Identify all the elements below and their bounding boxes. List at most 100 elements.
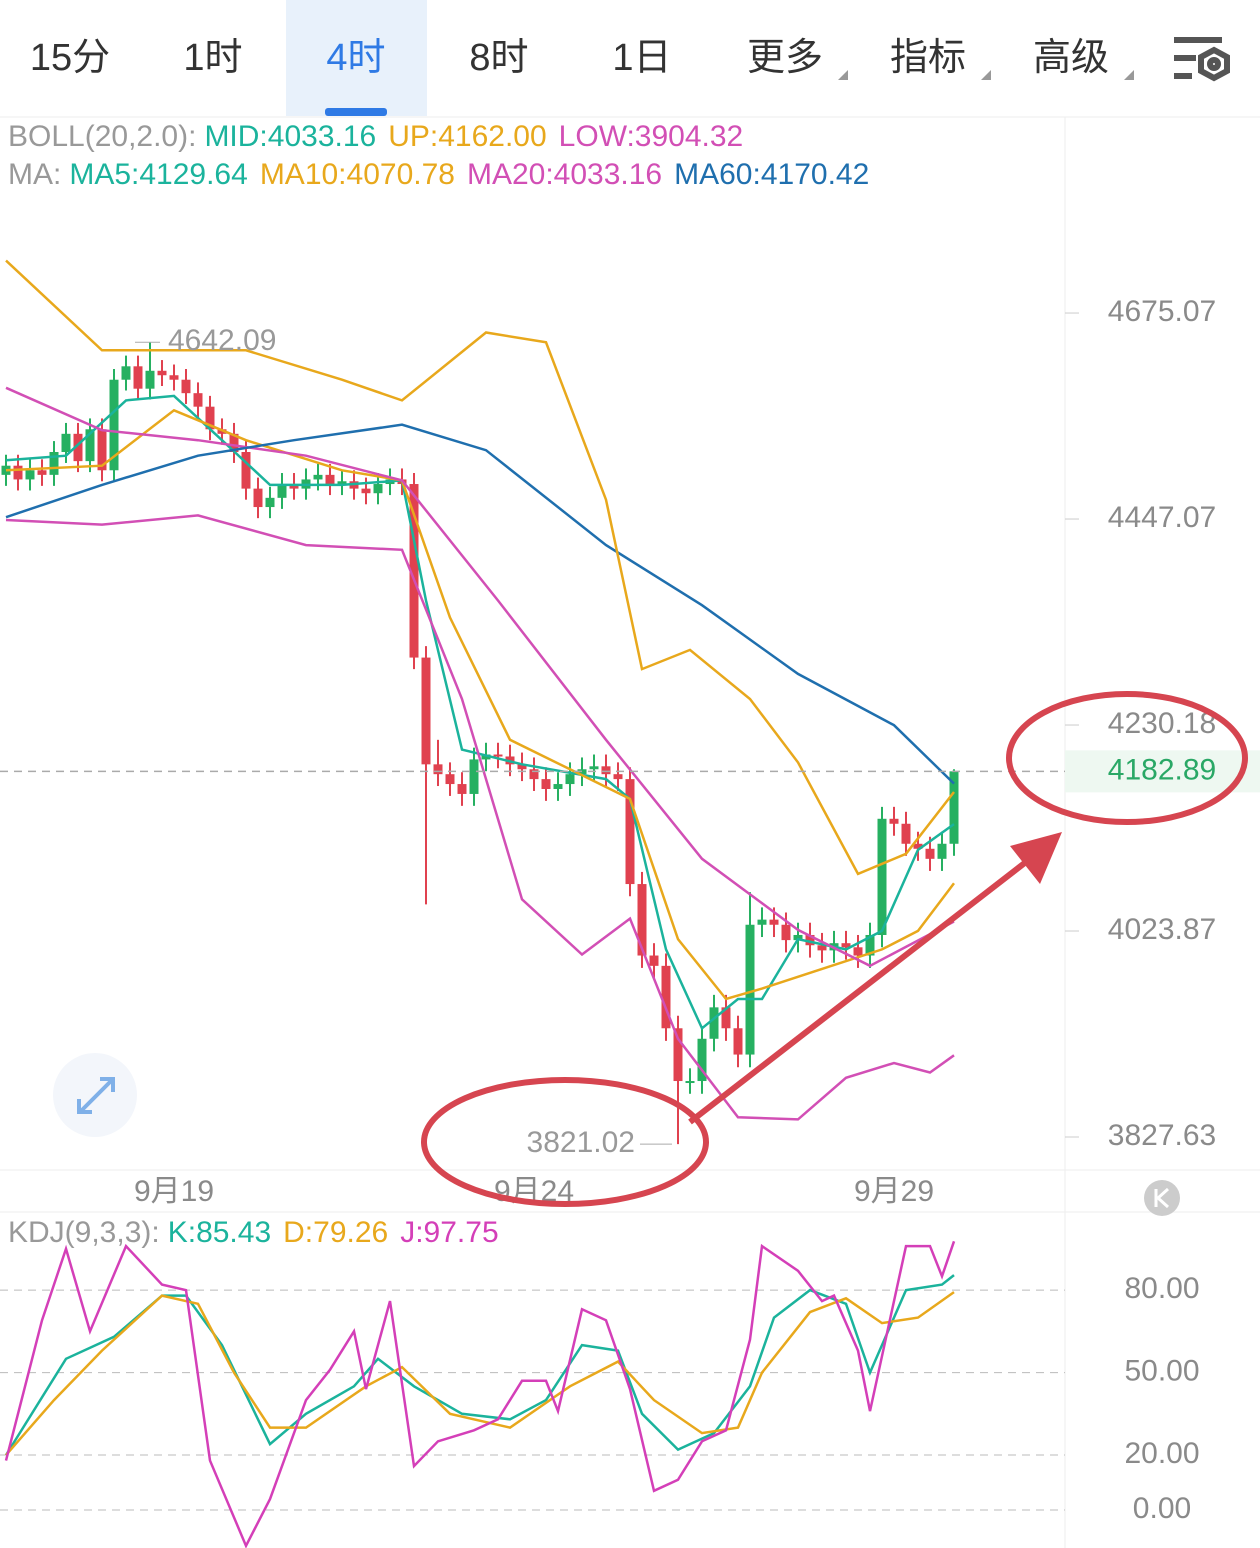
candle-body: [97, 429, 107, 471]
series-line: [5, 259, 955, 876]
candle-body: [133, 366, 143, 389]
tab[interactable]: 高级: [1033, 37, 1109, 79]
candle-body: [373, 484, 383, 494]
candle-body: [469, 759, 479, 794]
legend-item: MID:4033.16: [204, 120, 376, 153]
y-tick-label: 4447.07: [1108, 501, 1216, 534]
candle-body: [361, 488, 371, 494]
candle-body: [817, 945, 827, 951]
legend-item: MA10:4070.78: [260, 158, 455, 191]
candle-body: [949, 771, 959, 844]
legend-item: MA20:4033.16: [467, 158, 662, 191]
candle-body: [85, 429, 95, 462]
legend-item: D:79.26: [283, 1216, 388, 1249]
candle-body: [541, 779, 551, 789]
candle-body: [493, 754, 503, 757]
legend-item: MA60:4170.42: [674, 158, 869, 191]
max-label: 4642.09: [168, 324, 276, 357]
candle-body: [109, 379, 119, 471]
candle-body: [625, 779, 635, 885]
candle-body: [205, 406, 215, 430]
candle-body: [241, 452, 251, 489]
candle-body: [229, 433, 239, 453]
candle-body: [289, 484, 299, 489]
tab[interactable]: 指标: [890, 37, 966, 79]
y-tick-label: 50.00: [1124, 1354, 1199, 1387]
expand-button[interactable]: [53, 1053, 137, 1137]
candle-body: [781, 924, 791, 941]
settings-icon[interactable]: [1174, 37, 1230, 82]
legend-item: K:85.43: [168, 1216, 271, 1249]
x-tick-label: 9月29: [854, 1175, 934, 1208]
candle-body: [793, 934, 803, 941]
indicator-label: MA:: [8, 158, 61, 191]
series-line: [5, 386, 955, 968]
tab[interactable]: 15分: [30, 37, 110, 79]
candle-body: [49, 452, 59, 475]
active-tab-indicator: [325, 108, 387, 116]
candle-body: [73, 433, 83, 462]
indicator-label: KDJ(9,3,3):: [8, 1216, 160, 1249]
y-tick-label: 0.00: [1133, 1492, 1191, 1525]
candle-body: [337, 481, 347, 485]
x-tick-label: 9月19: [134, 1175, 214, 1208]
kdj-header: KDJ(9,3,3): K:85.43 D:79.26 J:97.75: [8, 1216, 499, 1249]
last-price-label: 4182.89: [1108, 753, 1216, 786]
candle-body: [637, 884, 647, 956]
candle-body: [25, 470, 35, 480]
candle-body: [685, 1081, 695, 1084]
candle-body: [325, 474, 335, 485]
candle-body: [421, 657, 431, 765]
candle-body: [553, 784, 563, 789]
candle-body: [433, 764, 443, 775]
candle-body: [13, 465, 23, 480]
series-line: [5, 408, 955, 1001]
candle-body: [181, 379, 191, 394]
min-label: 3821.02: [527, 1126, 635, 1159]
candle-body: [697, 1038, 707, 1082]
tab[interactable]: 1日: [612, 37, 671, 79]
candle-body: [481, 754, 491, 760]
series-line: [4, 1240, 956, 1548]
legend-item: LOW:3904.32: [559, 120, 744, 153]
candle-body: [721, 1007, 731, 1029]
active-tab-bg: [286, 0, 427, 116]
legend-item: J:97.75: [400, 1216, 498, 1249]
candle-body: [37, 470, 47, 475]
candle-body: [61, 433, 71, 453]
candle-body: [913, 843, 923, 849]
candle-body: [565, 774, 575, 785]
series-line: [4, 1274, 955, 1456]
dropdown-mark: [1124, 70, 1134, 80]
candle-body: [853, 947, 863, 956]
annotations: [421, 691, 1248, 1207]
candle-body: [841, 943, 851, 948]
candle-body: [589, 766, 599, 770]
tab[interactable]: 更多: [747, 37, 823, 79]
candle-body: [757, 919, 767, 925]
dropdown-mark: [838, 70, 848, 80]
candle-body: [805, 934, 815, 946]
k-button[interactable]: [1144, 1180, 1180, 1216]
candle-body: [517, 764, 527, 770]
candle-body: [889, 818, 899, 824]
candle-body: [601, 766, 611, 775]
candle-body: [613, 774, 623, 780]
series-line: [5, 423, 955, 785]
y-tick-label: 4023.87: [1108, 913, 1216, 946]
candle-body: [277, 484, 287, 498]
tab[interactable]: 1时: [183, 37, 242, 79]
y-tick-label: 4675.07: [1108, 295, 1216, 328]
series-line: [5, 514, 955, 1121]
candle-body: [121, 366, 131, 380]
indicator-label: BOLL(20,2.0):: [8, 120, 196, 153]
candle-body: [157, 370, 167, 376]
candle-body: [733, 1028, 743, 1055]
boll-header: BOLL(20,2.0): MID:4033.16 UP:4162.00 LOW:39…: [8, 120, 743, 153]
candle-body: [661, 965, 671, 1029]
tab[interactable]: 8时: [469, 37, 528, 79]
tab[interactable]: 4时: [326, 37, 385, 79]
legend-item: UP:4162.00: [388, 120, 546, 153]
candle-body: [745, 924, 755, 1055]
